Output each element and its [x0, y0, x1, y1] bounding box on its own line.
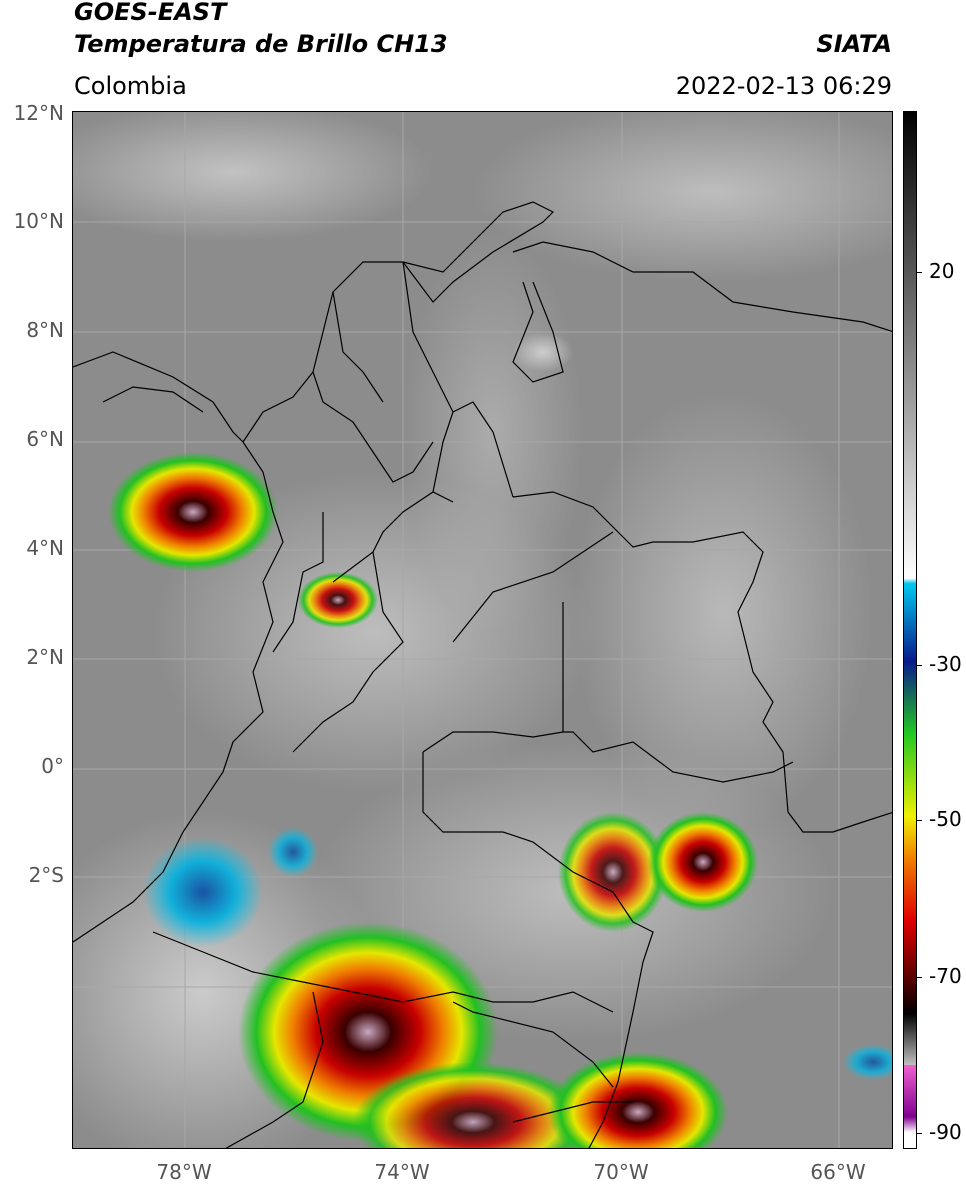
- lat-label: 2°S: [28, 863, 64, 887]
- colorbar-tick-label: 20: [929, 259, 955, 283]
- borders: [73, 201, 892, 1148]
- lat-label: 10°N: [13, 209, 64, 233]
- storm-cell: [353, 1062, 593, 1148]
- product-title: Temperatura de Brillo CH13: [74, 30, 448, 58]
- temperature-colorbar: [903, 111, 917, 1149]
- storm-cell: [548, 1052, 728, 1148]
- lat-label: 6°N: [26, 427, 64, 451]
- storm-cell: [648, 812, 758, 912]
- lat-label: 2°N: [26, 645, 64, 669]
- lat-label: 8°N: [26, 318, 64, 342]
- storm-cell: [268, 827, 318, 877]
- satellite-map: [72, 111, 893, 1149]
- lon-label: 66°W: [810, 1160, 866, 1184]
- lat-label: 4°N: [26, 536, 64, 560]
- storm-cell: [143, 837, 263, 947]
- lon-label: 70°W: [593, 1160, 649, 1184]
- lat-label: 0°: [41, 754, 64, 778]
- organization-label: SIATA: [816, 30, 892, 58]
- storm-cell: [843, 1044, 892, 1080]
- colorbar-tick-label: -90: [929, 1120, 962, 1144]
- colorbar-tick-label: -30: [929, 652, 962, 676]
- storm-cell: [558, 812, 668, 932]
- storm-cell: [108, 452, 278, 572]
- lat-label: 12°N: [13, 101, 64, 125]
- region-label: Colombia: [74, 72, 187, 100]
- map-canvas: [73, 112, 892, 1148]
- satellite-title: GOES-EAST: [74, 0, 227, 26]
- storm-cell: [298, 572, 378, 628]
- colorbar-tick-label: -50: [929, 807, 962, 831]
- datetime-label: 2022-02-13 06:29: [675, 72, 892, 100]
- colorbar-tick-label: -70: [929, 964, 962, 988]
- lon-label: 78°W: [156, 1160, 212, 1184]
- lon-label: 74°W: [374, 1160, 430, 1184]
